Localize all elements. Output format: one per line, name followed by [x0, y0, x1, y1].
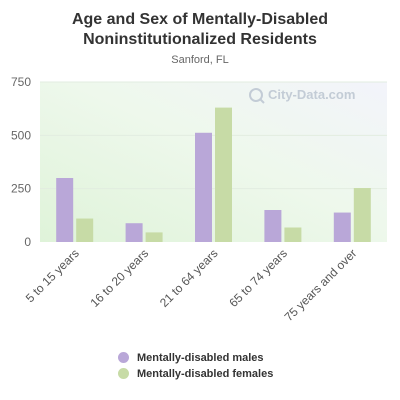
plot-area [40, 82, 387, 242]
bar-males-2 [195, 132, 212, 242]
chart-title: Age and Sex of Mentally-Disabled Noninst… [0, 10, 400, 50]
legend: Mentally-disabled males Mentally-disable… [118, 350, 273, 382]
watermark-text: City-Data.com [268, 87, 355, 102]
y-tick-label-0: 0 [24, 235, 31, 249]
y-tick-label-750: 750 [11, 75, 31, 89]
legend-item-males: Mentally-disabled males [118, 350, 273, 365]
legend-label-females: Mentally-disabled females [137, 367, 274, 380]
chart-title-line-2: Noninstitutionalized Residents [83, 31, 317, 48]
bar-females-1 [145, 232, 163, 242]
x-tick-label-4: 75 years and over [282, 246, 360, 324]
x-axis-labels: 5 to 15 years 16 to 20 years 21 to 64 year… [23, 246, 360, 324]
x-tick-label-2: 21 to 64 years [157, 246, 221, 310]
magnifier-handle [259, 98, 265, 104]
bar-males-1 [125, 223, 143, 242]
bar-males-0 [56, 178, 74, 242]
legend-swatch-males [118, 352, 129, 363]
legend-label-males: Mentally-disabled males [137, 351, 264, 364]
magnifier-icon [249, 88, 263, 102]
watermark: City-Data.com [249, 87, 355, 104]
x-tick-label-0: 5 to 15 years [23, 246, 82, 305]
gridlines [40, 81, 387, 190]
bar-females-4 [353, 188, 371, 242]
y-axis: 0 250 500 750 [11, 75, 31, 249]
legend-swatch-females [118, 368, 129, 379]
bar-females-0 [76, 218, 94, 242]
x-tick-label-1: 16 to 20 years [88, 246, 152, 310]
y-tick-label-250: 250 [11, 182, 31, 196]
bar-males-3 [264, 210, 282, 242]
bar-females-3 [284, 227, 302, 242]
chart-title-line-1: Age and Sex of Mentally-Disabled [71, 11, 329, 28]
bars [56, 107, 371, 242]
bar-males-4 [333, 212, 351, 242]
bar-females-2 [215, 107, 232, 242]
legend-item-females: Mentally-disabled females [118, 366, 273, 381]
x-tick-label-3: 65 to 74 years [226, 246, 290, 310]
y-tick-label-500: 500 [11, 128, 31, 142]
chart-subtitle: Sanford, FL [171, 54, 229, 66]
